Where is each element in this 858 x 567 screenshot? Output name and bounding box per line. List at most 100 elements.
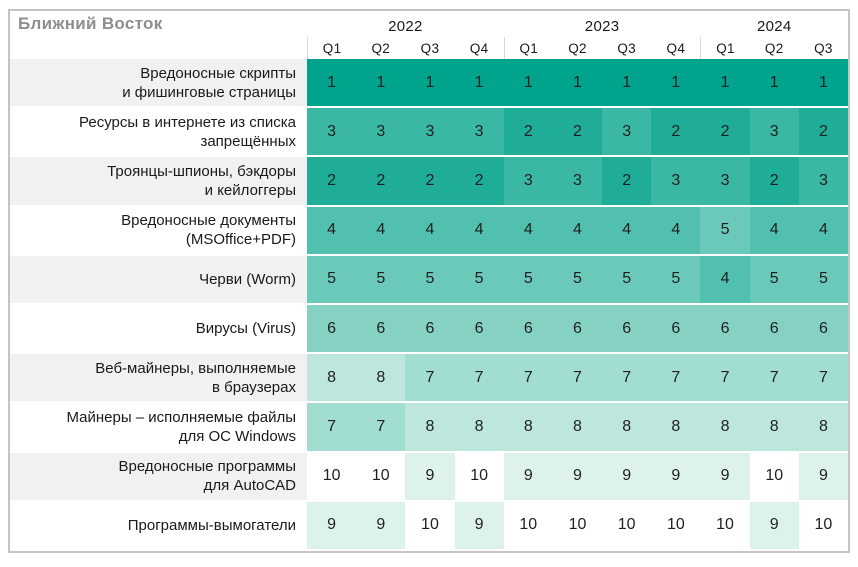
- heatmap-cell: 4: [405, 206, 455, 256]
- heatmap-cell: 9: [503, 452, 553, 502]
- heatmap-cell: 10: [454, 452, 504, 502]
- heatmap-cell: 4: [552, 206, 603, 256]
- quarter-header-2023-Q1: Q1: [503, 37, 553, 59]
- heatmap-cell: 5: [356, 255, 406, 305]
- heatmap-cell: 3: [405, 108, 455, 158]
- heatmap-cell: 6: [700, 305, 750, 355]
- quarter-header-2023-Q3: Q3: [617, 40, 636, 56]
- heatmap-cell: 10: [552, 501, 603, 551]
- heatmap-cell: 3: [307, 108, 357, 158]
- heatmap-cell: 3: [798, 157, 848, 207]
- heatmap-cell: 9: [454, 501, 504, 551]
- heatmap-cell: 9: [749, 501, 799, 551]
- heatmap-cell: 8: [454, 403, 504, 453]
- row-label: Вредоносные скрипты и фишинговые страниц…: [10, 59, 307, 109]
- heatmap-cell: 2: [356, 157, 406, 207]
- heatmap-cell: 10: [356, 452, 406, 502]
- heatmap-cell: 7: [798, 354, 848, 404]
- heatmap-cell: 1: [503, 59, 553, 109]
- heatmap-cell: 6: [749, 305, 799, 355]
- heatmap-cell: 6: [307, 305, 357, 355]
- heatmap-cell: 1: [405, 59, 455, 109]
- row-label: Ресурсы в интернете из списка запрещённы…: [10, 108, 307, 158]
- heatmap-cell: 4: [454, 206, 504, 256]
- heatmap-cell: 3: [602, 108, 652, 158]
- quarter-header-2024-Q1: Q1: [700, 37, 749, 59]
- heatmap-cell: 2: [552, 108, 603, 158]
- quarter-header-2024-Q2: Q2: [764, 40, 784, 56]
- row-label: Черви (Worm): [10, 255, 307, 305]
- heatmap-cell: 4: [651, 206, 701, 256]
- quarter-header-2022-Q4: Q4: [469, 40, 489, 56]
- heatmap-cell: 1: [552, 59, 603, 109]
- heatmap-cell: 5: [503, 255, 553, 305]
- heatmap-cell: 7: [651, 354, 701, 404]
- heatmap-cell: 1: [356, 59, 406, 109]
- heatmap-cell: 5: [552, 255, 603, 305]
- heatmap-cell: 6: [798, 305, 848, 355]
- year-header-spacer: [10, 11, 307, 37]
- heatmap-cell: 9: [552, 452, 603, 502]
- quarter-header-2023-Q4: Q4: [666, 40, 686, 56]
- heatmap-cell: 5: [700, 206, 750, 256]
- heatmap-cell: 3: [552, 157, 603, 207]
- heatmap-cell: 1: [798, 59, 848, 109]
- heatmap-cell: 7: [552, 354, 603, 404]
- rank-heatmap-table: 2022 2023 2024 Q1 Q2 Q3 Q4 Q1 Q2 Q3 Q4 Q1 Q2 Q3 Вредон…: [10, 11, 848, 551]
- heatmap-cell: 3: [454, 108, 504, 158]
- heatmap-cell: 4: [602, 206, 652, 256]
- heatmap-cell: 1: [307, 59, 357, 109]
- heatmap-cell: 1: [749, 59, 799, 109]
- heatmap-cell: 9: [602, 452, 652, 502]
- heatmap-cell: 6: [405, 305, 455, 355]
- heatmap-cell: 9: [651, 452, 701, 502]
- quarter-header-2023-Q2: Q2: [568, 40, 587, 56]
- heatmap-cell: 1: [602, 59, 652, 109]
- heatmap-cell: 2: [503, 108, 553, 158]
- heatmap-cell: 6: [602, 305, 652, 355]
- heatmap-cell: 2: [602, 157, 652, 207]
- heatmap-cell: 10: [307, 452, 357, 502]
- heatmap-cell: 1: [454, 59, 504, 109]
- heatmap-cell: 1: [700, 59, 750, 109]
- quarter-header-2024-Q3: Q3: [814, 40, 833, 56]
- heatmap-cell: 2: [798, 108, 848, 158]
- heatmap-cell: 8: [602, 403, 652, 453]
- heatmap-cell: 2: [454, 157, 504, 207]
- quarter-header-2022-Q2: Q2: [371, 40, 391, 56]
- row-label: Троянцы-шпионы, бэкдоры и кейлоггеры: [10, 157, 307, 207]
- heatmap-cell: 3: [700, 157, 750, 207]
- row-label: Вредоносные документы (MSOffice+PDF): [10, 207, 307, 256]
- heatmap-cell: 1: [651, 59, 701, 109]
- year-header-2023: 2023: [584, 18, 620, 35]
- heatmap-cell: 6: [356, 305, 406, 355]
- row-label: Вредоносные программы для AutoCAD: [10, 452, 307, 502]
- row-label: Веб-майнеры, выполняемые в браузерах: [10, 354, 307, 404]
- heatmap-cell: 7: [307, 403, 357, 453]
- heatmap-cell: 8: [749, 403, 799, 453]
- heatmap-cell: 2: [749, 157, 799, 207]
- heatmap-cell: 7: [749, 354, 799, 404]
- heatmap-cell: 3: [651, 157, 701, 207]
- heatmap-cell: 10: [405, 501, 455, 551]
- heatmap-cell: 5: [798, 255, 848, 305]
- heatmap-cell: 8: [651, 403, 701, 453]
- heatmap-cell: 7: [503, 354, 553, 404]
- year-header-2022: 2022: [388, 18, 423, 35]
- heatmap-cell: 8: [552, 403, 603, 453]
- year-header-2024: 2024: [756, 18, 792, 35]
- heatmap-cell: 3: [749, 108, 799, 158]
- quarter-header-spacer: [10, 37, 307, 59]
- heatmap-cell: 2: [405, 157, 455, 207]
- heatmap-cell: 6: [503, 305, 553, 355]
- heatmap-cell: 4: [503, 206, 553, 256]
- heatmap-cell: 2: [700, 108, 750, 158]
- region-title: Ближний Восток: [18, 14, 163, 33]
- heatmap-cell: 8: [700, 403, 750, 453]
- heatmap-cell: 5: [651, 255, 701, 305]
- heatmap-cell: 4: [307, 206, 357, 256]
- heatmap-cell: 9: [307, 501, 357, 551]
- heatmap-cell: 9: [356, 501, 406, 551]
- heatmap-cell: 8: [356, 354, 406, 404]
- heatmap-cell: 9: [798, 452, 848, 502]
